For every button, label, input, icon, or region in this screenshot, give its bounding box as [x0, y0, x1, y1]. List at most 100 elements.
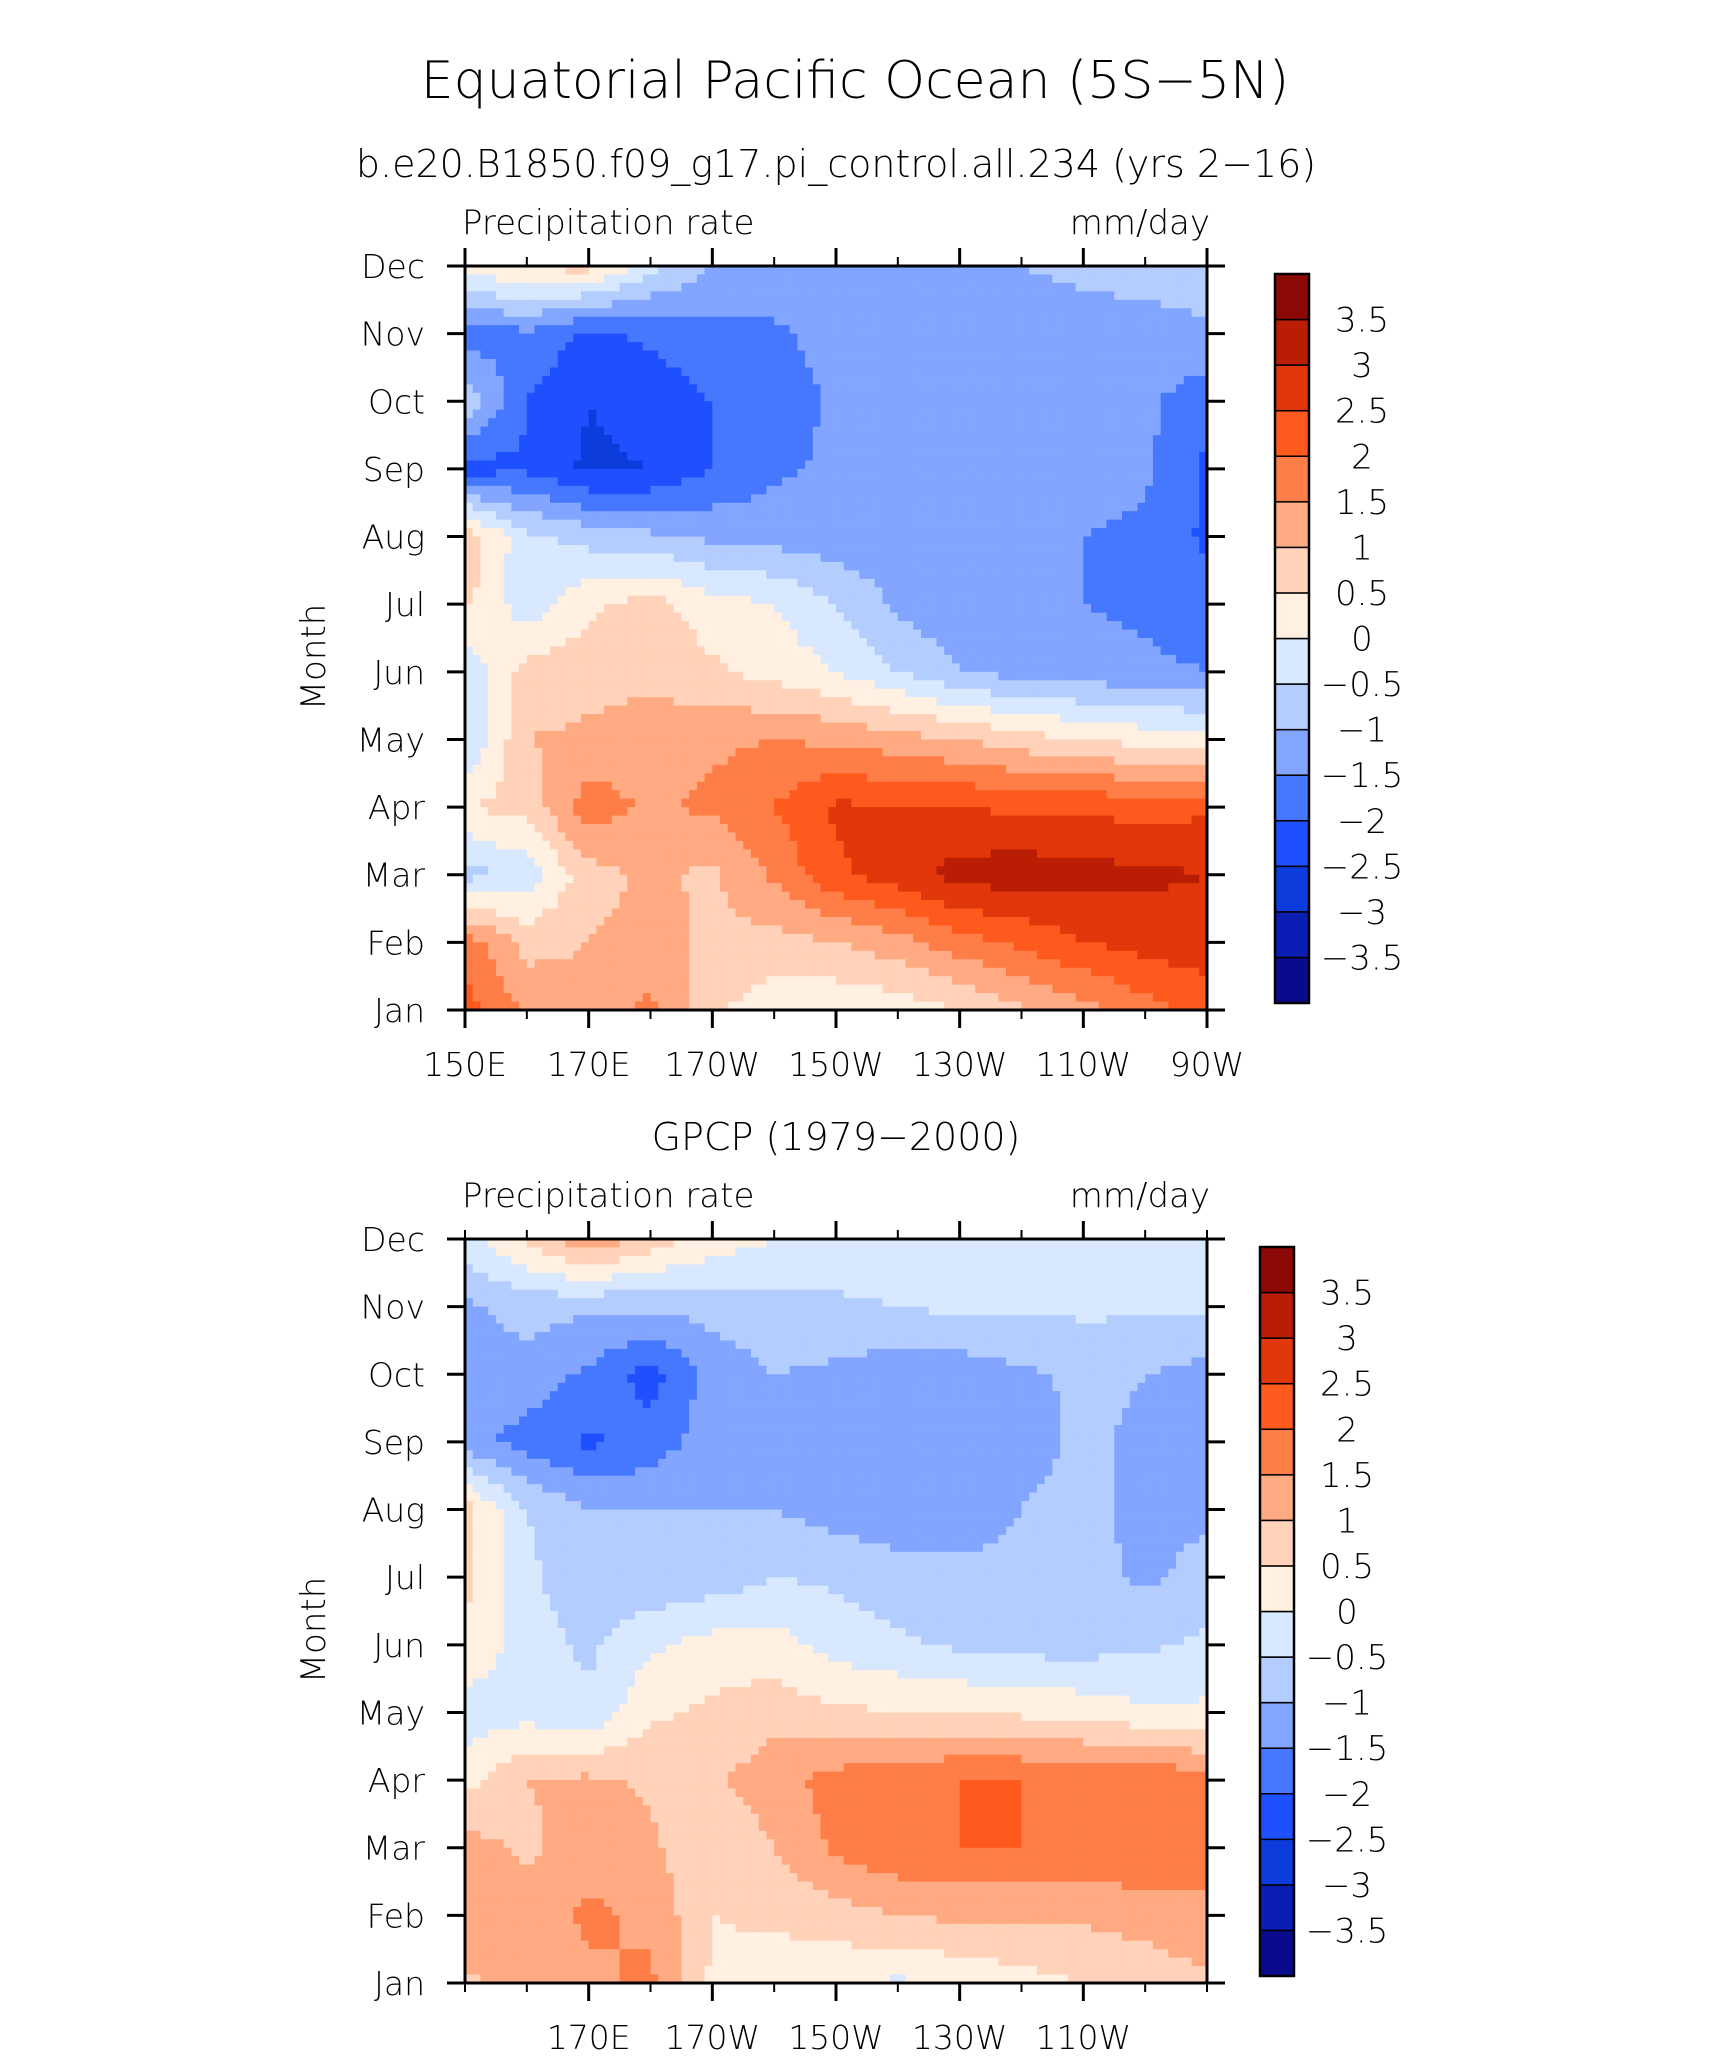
contour-cell — [944, 629, 953, 639]
contour-cell — [928, 485, 938, 495]
contour-cell — [750, 282, 760, 292]
contour-cell — [928, 502, 938, 512]
contour-cell — [673, 519, 683, 529]
contour-cell — [1137, 401, 1146, 411]
contour-cell — [604, 587, 613, 597]
contour-cell — [472, 418, 482, 428]
contour-cell — [789, 452, 798, 462]
contour-cell — [843, 350, 853, 360]
contour-cell — [596, 350, 605, 360]
contour-cell — [758, 266, 768, 276]
contour-cell — [519, 468, 528, 478]
contour-cell — [503, 401, 512, 411]
contour-cell — [588, 308, 597, 318]
contour-cell — [596, 409, 605, 419]
contour-cell — [604, 536, 613, 546]
contour-cell — [720, 367, 729, 377]
contour-cell — [998, 604, 1007, 614]
contour-cell — [526, 688, 536, 698]
contour-cell — [503, 604, 512, 614]
contour-cell — [1160, 299, 1169, 309]
contour-cell — [580, 342, 590, 352]
contour-cell — [843, 443, 853, 453]
contour-cell — [635, 367, 644, 377]
contour-cell — [635, 654, 644, 664]
contour-cell — [1106, 435, 1115, 445]
contour-cell — [604, 266, 613, 276]
contour-cell — [665, 553, 675, 563]
contour-cell — [1029, 680, 1038, 690]
contour-cell — [990, 688, 999, 698]
contour-cell — [959, 443, 968, 453]
contour-cell — [557, 316, 567, 326]
contour-cell — [619, 646, 628, 656]
contour-cell — [627, 299, 636, 309]
contour-cell — [843, 612, 853, 622]
contour-cell — [905, 316, 914, 326]
contour-cell — [959, 266, 968, 276]
contour-cell — [1160, 367, 1169, 377]
contour-cell — [1199, 680, 1208, 690]
contour-cell — [743, 570, 752, 580]
contour-cell — [781, 536, 791, 546]
contour-cell — [1137, 536, 1146, 546]
contour-cell — [781, 578, 791, 588]
contour-cell — [766, 595, 775, 605]
contour-cell — [897, 401, 907, 411]
contour-cell — [472, 570, 482, 580]
contour-cell — [921, 595, 930, 605]
contour-cell — [472, 316, 482, 326]
contour-cell — [758, 612, 768, 622]
contour-cell — [859, 612, 868, 622]
contour-cell — [905, 671, 914, 681]
contour-cell — [836, 646, 845, 656]
contour-cell — [781, 299, 791, 309]
contour-cell — [797, 629, 806, 639]
contour-cell — [1075, 325, 1084, 335]
contour-cell — [1176, 502, 1185, 512]
contour-cell — [1091, 688, 1100, 698]
contour-cell — [1137, 578, 1146, 588]
contour-cell — [1121, 325, 1131, 335]
contour-cell — [1067, 282, 1077, 292]
contour-cell — [851, 342, 860, 352]
contour-cell — [982, 299, 992, 309]
contour-cell — [642, 375, 652, 385]
contour-cell — [588, 333, 597, 343]
contour-cell — [766, 502, 775, 512]
contour-cell — [557, 494, 567, 504]
contour-cell — [727, 688, 737, 698]
contour-cell — [936, 553, 945, 563]
contour-cell — [1176, 561, 1185, 571]
contour-cell — [1168, 638, 1177, 648]
contour-cell — [727, 536, 737, 546]
contour-cell — [573, 435, 582, 445]
contour-cell — [750, 460, 760, 470]
contour-cell — [1067, 697, 1077, 707]
contour-cell — [519, 426, 528, 436]
contour-cell — [472, 325, 482, 335]
contour-cell — [982, 316, 992, 326]
contour-cell — [534, 460, 543, 470]
contour-cell — [642, 333, 652, 343]
contour-cell — [1106, 688, 1115, 698]
contour-cell — [1168, 468, 1177, 478]
contour-cell — [921, 367, 930, 377]
contour-cell — [998, 342, 1007, 352]
contour-cell — [480, 291, 489, 301]
contour-cell — [596, 612, 605, 622]
contour-cell — [1160, 578, 1169, 588]
contour-cell — [820, 654, 829, 664]
contour-cell — [1114, 384, 1123, 394]
contour-cell — [1075, 359, 1084, 369]
contour-cell — [519, 367, 528, 377]
contour-cell — [1044, 308, 1054, 318]
contour-cell — [866, 604, 876, 614]
contour-cell — [658, 646, 667, 656]
contour-cell — [565, 375, 574, 385]
contour-cell — [1036, 612, 1046, 622]
contour-cell — [828, 384, 837, 394]
contour-cell — [851, 629, 860, 639]
contour-cell — [1106, 468, 1115, 478]
contour-cell — [696, 511, 706, 521]
